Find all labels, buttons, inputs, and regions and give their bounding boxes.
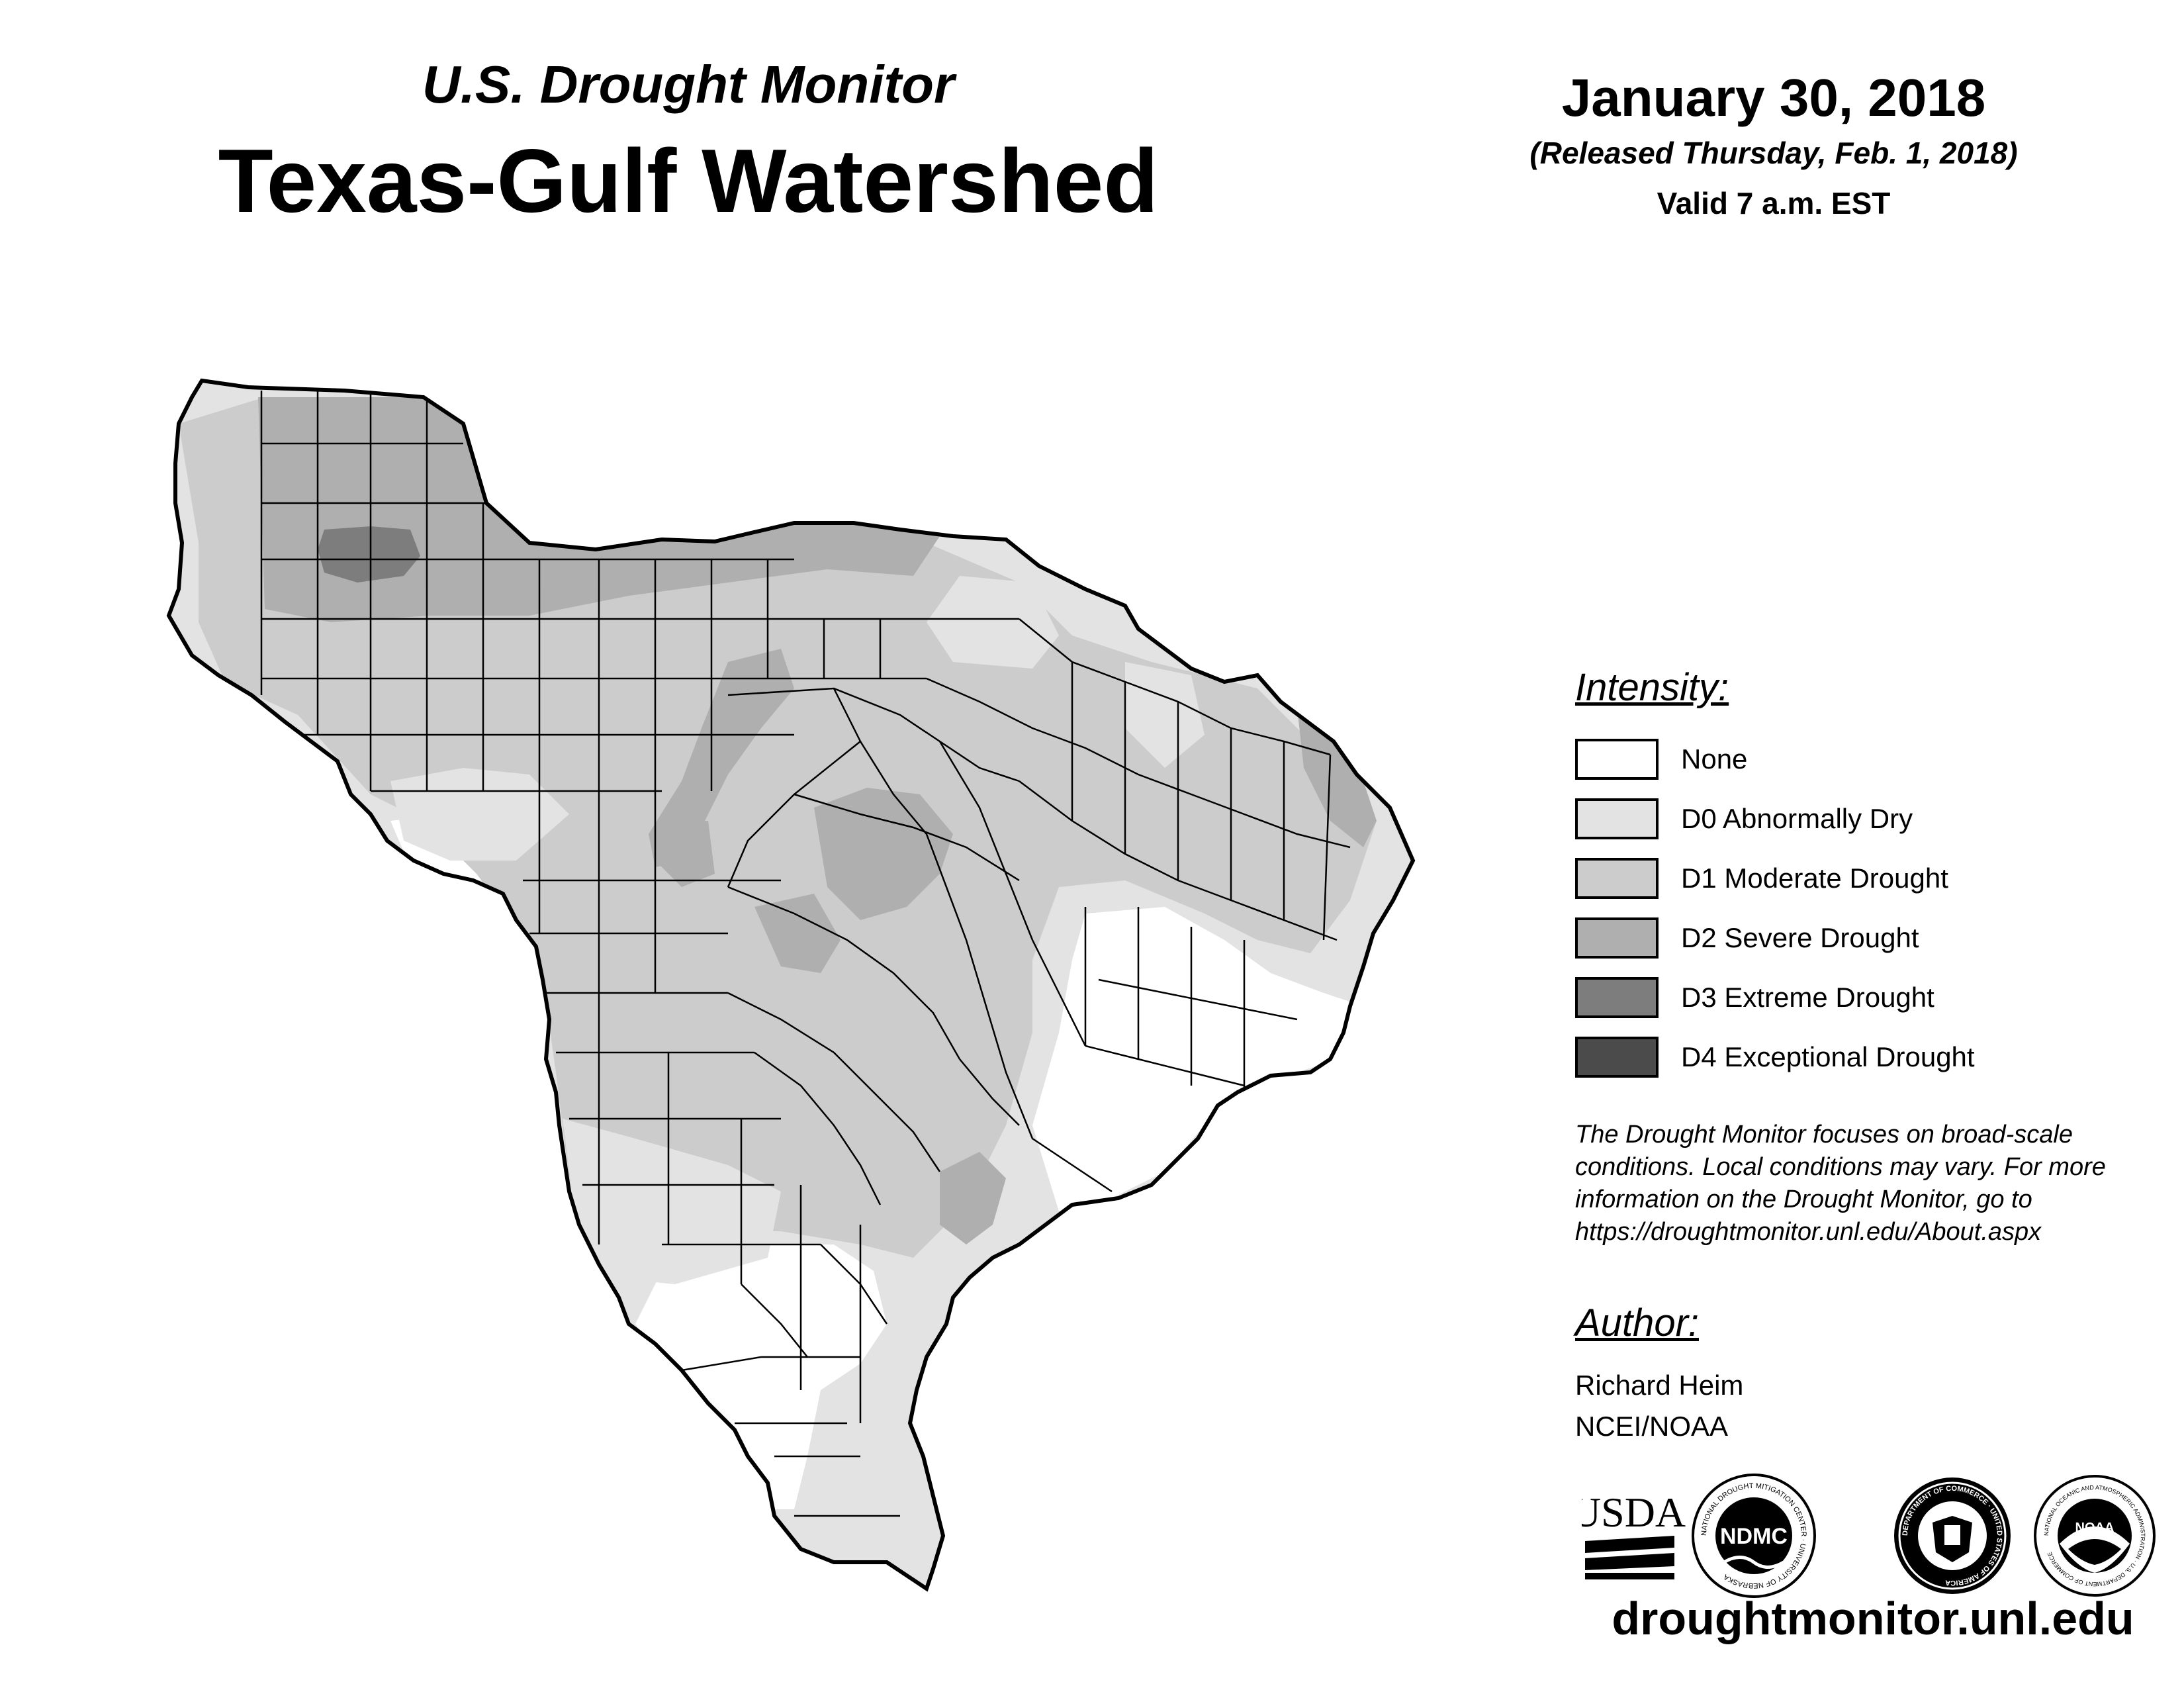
legend-swatch-d3 <box>1575 977 1659 1018</box>
area-d2-coastal <box>940 1152 1006 1244</box>
legend-swatch-d0 <box>1575 798 1659 839</box>
legend-title: Intensity: <box>1575 666 1729 709</box>
partner-logos: USDA NATIONAL DROUGHT MITIGATION CENTER … <box>1582 1474 2156 1598</box>
legend-item-d4: D4 Exceptional Drought <box>1575 1027 2158 1087</box>
legend-swatch-d4 <box>1575 1037 1659 1078</box>
legend-label-d3: D3 Extreme Drought <box>1681 982 1934 1013</box>
watershed-map <box>0 0 1456 1688</box>
monitor-note: The Drought Monitor focuses on broad-sca… <box>1575 1121 2106 1246</box>
commerce-logo: DEPARTMENT OF COMMERCE · UNITED STATES O… <box>1894 1477 2011 1594</box>
area-d2-central <box>814 788 953 920</box>
valid-time: Valid 7 a.m. EST <box>1657 186 1891 220</box>
author-title: Author: <box>1575 1301 1699 1344</box>
area-d2-west-strip <box>649 649 794 867</box>
area-d2-panhandle <box>258 397 940 622</box>
area-none-south <box>635 1244 887 1509</box>
ndmc-logo-text: NDMC <box>1720 1524 1788 1549</box>
legend-label-d2: D2 Severe Drought <box>1681 922 1919 953</box>
legend-swatch-none <box>1575 739 1659 780</box>
area-d0-southwest <box>563 1119 781 1284</box>
drought-areas <box>179 397 1377 1509</box>
area-d2-east <box>1297 708 1377 847</box>
map-title: Texas-Gulf Watershed <box>218 130 1159 231</box>
ndmc-logo: NATIONAL DROUGHT MITIGATION CENTER · UNI… <box>1692 1474 1816 1598</box>
legend-swatch-d2 <box>1575 917 1659 959</box>
usda-logo-text: USDA <box>1582 1489 1686 1536</box>
release-date: (Released Thursday, Feb. 1, 2018) <box>1529 136 2018 170</box>
area-d2-west-blob <box>655 821 715 887</box>
noaa-logo: NATIONAL OCEANIC AND ATMOSPHERIC ADMINIS… <box>2034 1475 2156 1597</box>
legend-label-d4: D4 Exceptional Drought <box>1681 1041 1975 1072</box>
usda-logo: USDA <box>1582 1489 1686 1579</box>
area-d3-panhandle <box>318 526 420 583</box>
legend-label-d1: D1 Moderate Drought <box>1681 863 1948 894</box>
legend-item-d1: D1 Moderate Drought <box>1575 849 2158 908</box>
legend-item-d0: D0 Abnormally Dry <box>1575 789 2158 849</box>
legend-item-none: None <box>1575 729 2158 789</box>
author-org: NCEI/NOAA <box>1575 1411 1729 1442</box>
legend-item-d2: D2 Severe Drought <box>1575 908 2158 968</box>
valid-date: January 30, 2018 <box>1561 68 1986 127</box>
author-name: Richard Heim <box>1575 1370 1744 1401</box>
map-subtitle: U.S. Drought Monitor <box>422 55 955 114</box>
legend: Intensity: None D0 Abnormally Dry D1 Mod… <box>1575 669 2158 1087</box>
county-boundaries <box>260 391 1351 1517</box>
legend-label-none: None <box>1681 743 1748 774</box>
legend-item-d3: D3 Extreme Drought <box>1575 968 2158 1027</box>
area-d0-north <box>927 576 1059 669</box>
area-d2-central-south <box>754 894 841 973</box>
legend-swatch-d1 <box>1575 858 1659 899</box>
author-block: Author: Richard Heim NCEI/NOAA <box>1575 1304 2158 1447</box>
noaa-logo-text: NOAA <box>2075 1521 2115 1535</box>
legend-label-d0: D0 Abnormally Dry <box>1681 803 1913 834</box>
website-link[interactable]: droughtmonitor.unl.edu <box>1612 1593 2134 1644</box>
